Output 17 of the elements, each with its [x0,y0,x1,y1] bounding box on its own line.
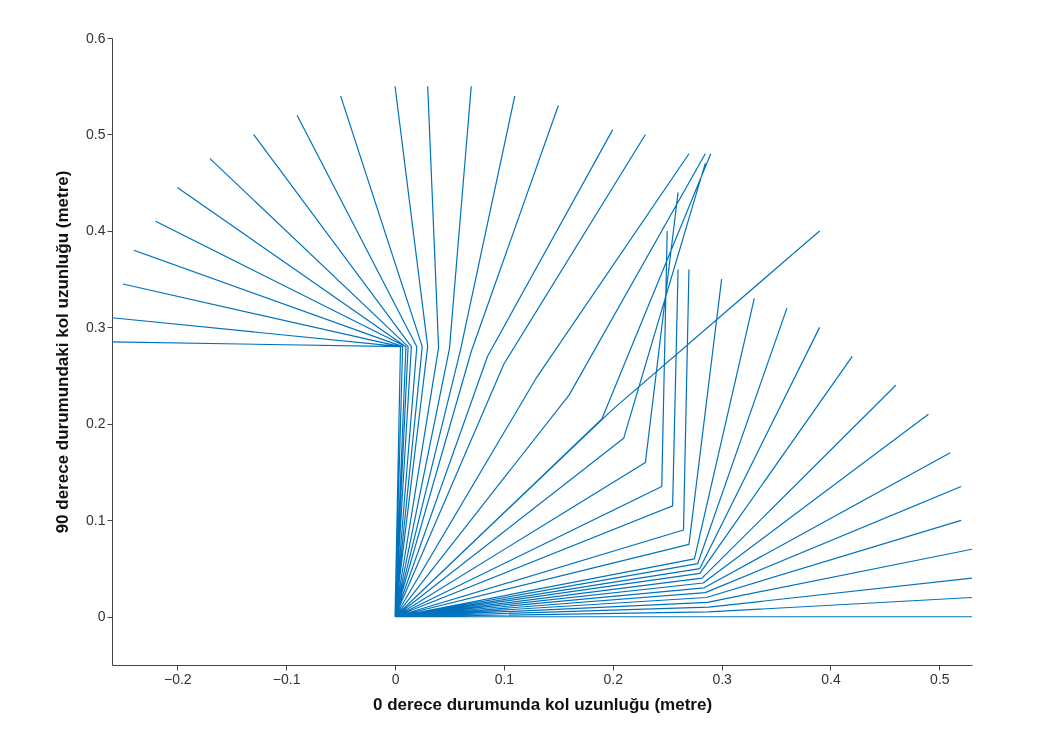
y-tick-label: 0.3 [86,318,106,335]
x-tick-label: 0.3 [712,670,733,687]
x-tick-label: 0 [391,670,400,687]
x-axis-title: 0 derece durumunda kol uzunluğu (metre) [372,694,713,714]
x-tick-label: 0.2 [603,670,624,687]
x-tick-label: 0.5 [930,670,950,687]
y-tick-label: 0.6 [86,29,106,46]
y-tick-label: 0.2 [86,415,106,432]
x-tick-label: −0.1 [272,670,301,687]
y-tick-label: 0.5 [86,125,106,142]
y-axis-title: 90 derece durumundaki kol uzunluğu (metre) [53,170,73,534]
y-tick-label: 0 [97,608,106,625]
y-tick-label: 0.1 [86,511,106,528]
x-tick-label: 0.1 [494,670,515,687]
x-tick-label: −0.2 [164,670,192,687]
x-tick-label: 0.4 [821,670,841,687]
y-tick-label: 0.4 [86,222,106,239]
